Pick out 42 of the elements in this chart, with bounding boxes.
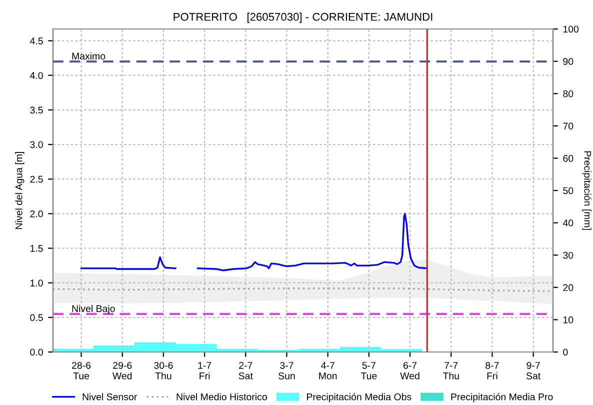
y2-tick-label: 10 (563, 316, 574, 324)
x-tick-label: 7-7 Thu (442, 362, 459, 380)
y2-tick-label: 40 (562, 220, 574, 226)
y-tick-label: 4.0 (30, 72, 43, 79)
x-tick-label: 8-7 Fri (486, 362, 499, 380)
y2-tick-label: 0 (563, 348, 568, 356)
y-tick-label: 0.5 (30, 314, 43, 322)
legend-label: Nivel Medio Historico (176, 393, 267, 400)
x-tick-label: 6-7 Wed (400, 362, 420, 380)
y2-tick-label: 70 (563, 122, 574, 130)
x-tick-label: 4-7 Mon (319, 362, 337, 380)
x-tick-label: 28-6 Tue (72, 362, 91, 380)
y-axis-title: Nivel del Agua [m] (15, 152, 24, 229)
legend-label: Nivel Sensor (82, 393, 137, 400)
x-tick-label: 3-7 Sun (278, 362, 295, 380)
x-tick-label: 2-7 Sat (238, 362, 253, 380)
x-tick-label: 30-6 Thu (154, 362, 173, 380)
y2-tick-label: 50 (563, 187, 574, 194)
ref-line-label: Nivel Bajo (72, 304, 115, 314)
y-tick-label: 3.5 (30, 106, 43, 114)
y-tick-label: 1.0 (30, 280, 43, 286)
chart-title: POTRERITO [26057030] - CORRIENTE: JAMUNDI (174, 12, 432, 23)
y-tick-label: 3.0 (30, 141, 43, 148)
y2-tick-label: 60 (563, 154, 574, 162)
y2-axis-title: Precipitación [mm] (582, 151, 592, 230)
y2-tick-label: 80 (563, 90, 574, 98)
y-tick-label: 0.0 (30, 348, 43, 356)
y2-tick-label: 90 (563, 58, 574, 65)
y2-tick-label: 20 (563, 284, 574, 292)
y2-tick-label: 30 (563, 252, 574, 259)
y-tick-label: 2.0 (30, 210, 43, 218)
y-tick-label: 1.5 (30, 245, 43, 252)
x-tick-label: 29-6 Wed (112, 362, 132, 380)
y-tick-label: 2.5 (30, 176, 43, 183)
x-tick-label: 5-7 Tue (360, 362, 377, 380)
x-tick-label: 9-7 Sat (526, 362, 541, 380)
legend-label: Precipitación Media Obs (307, 393, 412, 402)
ref-line-label: Maximo (72, 52, 106, 60)
y2-tick-label: 100 (563, 26, 579, 33)
legend-label: Precipitación Media Pro (451, 393, 553, 402)
x-tick-label: 1-7 Fri (198, 362, 212, 380)
y-tick-label: 4.5 (30, 38, 43, 44)
